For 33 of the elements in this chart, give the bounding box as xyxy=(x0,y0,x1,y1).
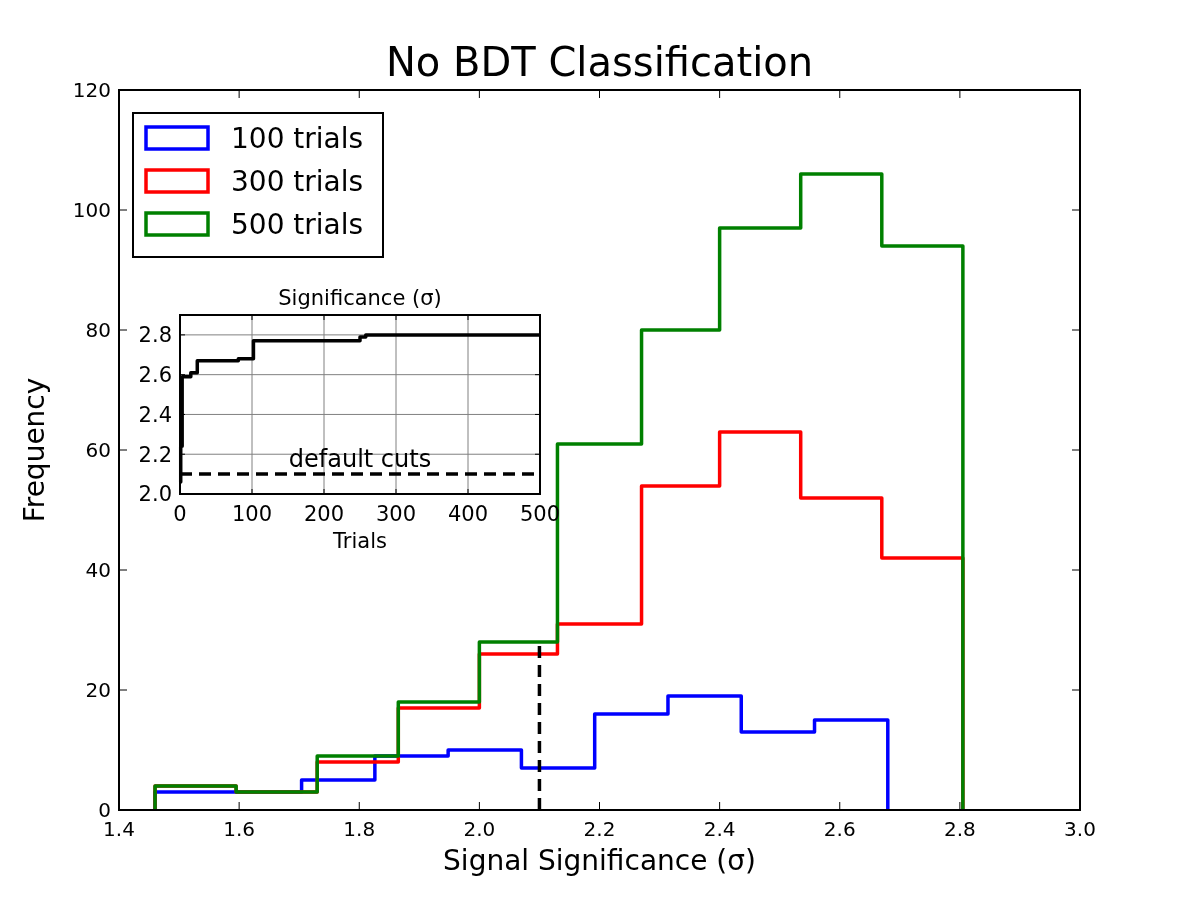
y-tick-label: 2.0 xyxy=(138,482,172,507)
y-tick-label: 20 xyxy=(85,678,111,702)
ref-line-label: default cuts xyxy=(288,445,432,474)
x-axis-title: Trials xyxy=(332,529,387,553)
y-tick-label: 2.2 xyxy=(138,442,172,467)
x-tick-label: 100 xyxy=(231,502,273,526)
y-tick-label: 60 xyxy=(85,438,111,462)
chart-title: No BDT Classification xyxy=(385,39,814,85)
y-tick-label: 2.6 xyxy=(138,363,172,388)
x-axis-title: Signal Significance (σ) xyxy=(443,844,756,877)
x-tick-label: 2.6 xyxy=(823,817,856,841)
x-tick-label: 400 xyxy=(447,502,489,526)
x-tick-label: 2.4 xyxy=(703,817,736,841)
y-tick-label: 120 xyxy=(72,78,111,102)
y-tick-label: 100 xyxy=(72,198,111,222)
y-axis-title: Frequency xyxy=(18,377,51,523)
y-tick-label: 40 xyxy=(85,558,111,582)
y-tick-label: 80 xyxy=(85,318,111,342)
x-tick-label: 2.8 xyxy=(943,817,976,841)
legend-label: 300 trials xyxy=(231,164,364,198)
x-tick-label: 2.2 xyxy=(583,817,616,841)
x-tick-label: 3.0 xyxy=(1064,817,1096,841)
y-tick-label: 2.4 xyxy=(138,402,172,427)
chart-title: Significance (σ) xyxy=(278,286,442,310)
y-tick-label: 2.8 xyxy=(138,323,172,348)
legend-label: 500 trials xyxy=(231,207,364,241)
x-tick-label: 1.6 xyxy=(223,817,256,841)
x-tick-label: 1.8 xyxy=(343,817,376,841)
x-tick-label: 0 xyxy=(173,502,187,526)
legend-label: 100 trials xyxy=(231,121,364,155)
x-tick-label: 2.0 xyxy=(463,817,496,841)
x-tick-label: 300 xyxy=(375,502,417,526)
x-tick-label: 200 xyxy=(303,502,345,526)
